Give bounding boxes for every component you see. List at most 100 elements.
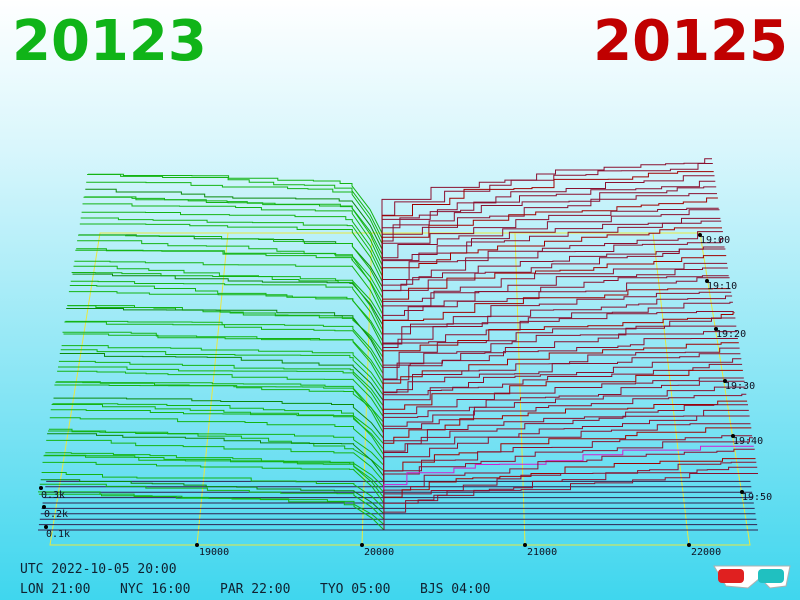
ask-depth-line xyxy=(383,437,753,498)
ask-depth-line xyxy=(383,466,758,525)
ask-depth-line xyxy=(382,331,738,395)
price-tick-label: 21000 xyxy=(527,547,557,558)
ask-depth-line xyxy=(382,353,741,417)
bid-depth-line xyxy=(55,381,384,428)
bid-depth-line xyxy=(41,472,385,509)
bid-depth-line xyxy=(39,483,385,520)
ask-depth-line xyxy=(382,380,745,444)
price-tick-label: 19000 xyxy=(199,547,229,558)
time-tick xyxy=(731,434,735,438)
time-tick xyxy=(723,379,727,383)
time-tick-label: 19:20 xyxy=(716,329,746,340)
bid-depth-line xyxy=(72,273,384,326)
bid-depth-line xyxy=(60,349,384,396)
floor-line xyxy=(652,232,690,546)
ask-depth-line xyxy=(382,248,726,320)
ask-depth-line xyxy=(381,158,712,233)
bid-depth-line xyxy=(74,260,383,315)
ask-depth-line xyxy=(381,197,718,271)
bid-depth-line xyxy=(86,181,383,245)
floor-line xyxy=(196,232,229,546)
bid-depth-line xyxy=(53,397,384,439)
bid-depth-line xyxy=(49,417,384,461)
ask-depth-line xyxy=(383,427,752,487)
ask-depth-line xyxy=(382,369,743,433)
volume-tick-label: 0.1k xyxy=(46,529,70,540)
ask-depth-line xyxy=(381,207,719,277)
ask-price: 20125 xyxy=(593,9,788,74)
ask-depth-line xyxy=(382,277,730,347)
bid-depth-line xyxy=(87,174,383,239)
time-tick-label: 19:30 xyxy=(725,381,755,392)
glasses-icon xyxy=(713,565,791,589)
ask-depth-line xyxy=(382,338,738,401)
volume-tick xyxy=(44,525,48,529)
ask-depth-line xyxy=(383,458,756,514)
bid-depth-line xyxy=(83,196,383,261)
bid-price: 20123 xyxy=(12,9,207,74)
time-tick xyxy=(740,490,744,494)
ask-depth-line xyxy=(383,448,755,509)
bid-depth-line xyxy=(42,461,385,504)
ask-depth-line xyxy=(381,220,722,293)
bid-depth-line xyxy=(58,360,384,407)
bid-depth-line xyxy=(38,491,385,531)
ask-depth-line xyxy=(382,231,723,304)
bid-depth-line xyxy=(58,366,384,412)
bid-depth-line xyxy=(57,370,384,417)
bid-depth-line xyxy=(59,353,384,401)
bid-depth-line xyxy=(43,455,385,498)
volume-tick-label: 0.2k xyxy=(44,509,68,520)
bid-depth-line xyxy=(45,452,385,488)
ask-depth-line xyxy=(381,180,716,255)
price-tick xyxy=(687,543,691,547)
time-tick-label: 19:10 xyxy=(707,281,737,292)
ask-depth-line xyxy=(381,193,717,266)
ask-depth-line xyxy=(382,311,734,374)
time-tick xyxy=(705,279,709,283)
volume-tick xyxy=(39,486,43,490)
time-tick xyxy=(714,327,718,331)
ask-depth-line xyxy=(382,301,733,368)
ask-depth-line xyxy=(382,358,742,422)
price-tick-label: 22000 xyxy=(691,547,721,558)
ask-depth-line xyxy=(382,288,731,352)
city-time: TYO 05:00 xyxy=(320,582,390,597)
ask-depth-line xyxy=(382,325,737,390)
price-tick xyxy=(195,543,199,547)
ask-depth-line xyxy=(381,209,720,282)
ask-depth-line xyxy=(382,291,732,358)
price-tick xyxy=(360,543,364,547)
ask-depth-line xyxy=(383,445,754,503)
ask-depth-line xyxy=(383,386,746,449)
bid-depth-line xyxy=(50,409,384,455)
volume-tick xyxy=(42,505,46,509)
depth-surface xyxy=(38,158,758,531)
time-tick-label: 19:40 xyxy=(733,436,763,447)
bid-depth-line xyxy=(81,211,383,272)
bid-depth-line xyxy=(80,217,383,277)
bid-depth-line xyxy=(85,188,383,250)
ask-depth-line xyxy=(383,415,750,476)
bid-depth-line xyxy=(73,265,384,320)
ask-depth-line xyxy=(383,409,749,471)
ask-depth-line xyxy=(382,255,727,325)
bid-depth-line xyxy=(88,173,383,234)
ask-depth-line xyxy=(383,473,758,530)
city-time: LON 21:00 xyxy=(20,582,90,597)
time-tick-label: 19:50 xyxy=(742,492,772,503)
city-time: NYC 16:00 xyxy=(120,582,190,597)
ask-depth-line xyxy=(383,400,748,460)
bid-depth-line xyxy=(79,223,383,282)
bid-depth-line xyxy=(48,428,384,466)
price-tick-label: 20000 xyxy=(364,547,394,558)
utc-time: UTC 2022-10-05 20:00 xyxy=(20,562,177,577)
bid-depth-line xyxy=(82,203,383,266)
ask-depth-line xyxy=(382,262,728,331)
ask-depth-line xyxy=(383,461,757,520)
floor-line xyxy=(361,232,373,546)
bid-depth-line xyxy=(64,321,384,374)
ask-depth-line xyxy=(381,186,717,260)
